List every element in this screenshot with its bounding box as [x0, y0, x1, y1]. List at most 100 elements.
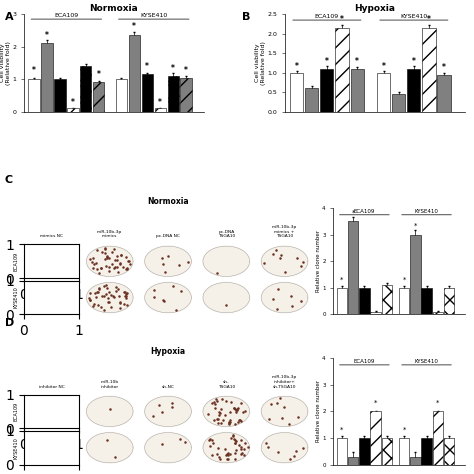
Text: *: * [146, 62, 149, 71]
Bar [421, 288, 432, 314]
Bar [422, 28, 436, 112]
Bar [320, 69, 334, 112]
Text: miR-10b
inhibitor: miR-10b inhibitor [100, 380, 119, 389]
Bar [433, 312, 443, 314]
Text: Hypoxia: Hypoxia [150, 347, 186, 356]
Polygon shape [261, 396, 308, 427]
Text: KYSE410: KYSE410 [14, 287, 19, 309]
Text: *: * [45, 30, 49, 39]
Bar [181, 78, 192, 112]
Bar [371, 312, 381, 314]
Text: *: * [340, 276, 344, 283]
Polygon shape [86, 246, 133, 276]
Text: *: * [184, 66, 188, 75]
Bar [444, 288, 454, 314]
Bar [444, 438, 454, 465]
Text: sh-NC: sh-NC [162, 384, 174, 389]
Text: KYSE410: KYSE410 [415, 209, 438, 214]
Bar [80, 66, 91, 112]
Bar [337, 438, 347, 465]
Text: *: * [97, 70, 100, 79]
Text: *: * [295, 62, 299, 71]
Polygon shape [261, 433, 308, 463]
Y-axis label: Relative clone number: Relative clone number [316, 230, 321, 292]
Polygon shape [28, 283, 75, 313]
Text: ECA109: ECA109 [54, 13, 79, 18]
Text: Normoxia: Normoxia [147, 197, 189, 206]
Polygon shape [203, 283, 250, 313]
Bar [351, 69, 364, 112]
Polygon shape [145, 283, 191, 313]
Text: *: * [436, 400, 439, 406]
Text: miR-10b-3p
mimics +
TSGA10: miR-10b-3p mimics + TSGA10 [272, 225, 297, 238]
Bar [54, 79, 65, 112]
Polygon shape [203, 433, 250, 463]
Text: mimics NC: mimics NC [40, 235, 63, 238]
Bar [142, 74, 153, 112]
Bar [67, 109, 79, 112]
Bar [290, 73, 303, 112]
Text: *: * [427, 15, 431, 24]
Polygon shape [261, 246, 308, 276]
Text: *: * [374, 400, 377, 406]
Polygon shape [145, 246, 191, 276]
Bar [433, 411, 443, 465]
Text: *: * [71, 98, 75, 107]
Text: pc-DNA NC: pc-DNA NC [156, 235, 180, 238]
Bar [399, 288, 409, 314]
Bar [167, 76, 179, 112]
Bar [382, 438, 392, 465]
Text: *: * [325, 57, 329, 66]
Bar [305, 88, 319, 112]
Text: *: * [158, 98, 162, 107]
Text: *: * [442, 63, 446, 72]
Text: *: * [414, 223, 417, 229]
Bar [421, 438, 432, 465]
Polygon shape [86, 396, 133, 427]
Text: *: * [171, 64, 175, 73]
Polygon shape [145, 433, 191, 463]
Text: *: * [340, 427, 344, 433]
Text: *: * [340, 15, 344, 24]
Text: ECA109: ECA109 [354, 209, 375, 214]
Text: *: * [412, 57, 416, 66]
Polygon shape [145, 396, 191, 427]
Text: KYSE410: KYSE410 [14, 437, 19, 458]
Bar [155, 109, 166, 112]
Text: KYSE410: KYSE410 [400, 14, 428, 19]
Bar [348, 456, 358, 465]
Polygon shape [86, 433, 133, 463]
Text: C: C [5, 175, 13, 185]
Text: *: * [382, 62, 385, 71]
Text: *: * [355, 57, 359, 66]
Polygon shape [28, 246, 75, 276]
Text: ECA109: ECA109 [14, 252, 19, 271]
Bar [359, 438, 370, 465]
Bar [337, 288, 347, 314]
Bar [410, 456, 420, 465]
Polygon shape [28, 433, 75, 463]
Bar [359, 288, 370, 314]
Bar [399, 438, 409, 465]
Bar [377, 73, 390, 112]
Text: sh-
TSGA10: sh- TSGA10 [218, 380, 235, 389]
Bar [371, 411, 381, 465]
Text: ECA109: ECA109 [354, 359, 375, 365]
Text: KYSE410: KYSE410 [415, 359, 438, 365]
Polygon shape [203, 396, 250, 427]
Text: *: * [352, 210, 355, 216]
Text: *: * [32, 66, 36, 75]
Bar [336, 28, 348, 112]
Bar [93, 82, 104, 112]
Polygon shape [86, 283, 133, 313]
Text: *: * [132, 22, 136, 31]
Y-axis label: Relative clone number: Relative clone number [316, 381, 321, 442]
Bar [41, 44, 53, 112]
Bar [392, 94, 405, 112]
Bar [28, 79, 40, 112]
Text: ECA109: ECA109 [14, 402, 19, 421]
Polygon shape [203, 246, 250, 276]
Y-axis label: Cell viability
(Relative fold): Cell viability (Relative fold) [0, 41, 11, 85]
Bar [382, 285, 392, 314]
Title: Hypoxia: Hypoxia [354, 4, 395, 13]
